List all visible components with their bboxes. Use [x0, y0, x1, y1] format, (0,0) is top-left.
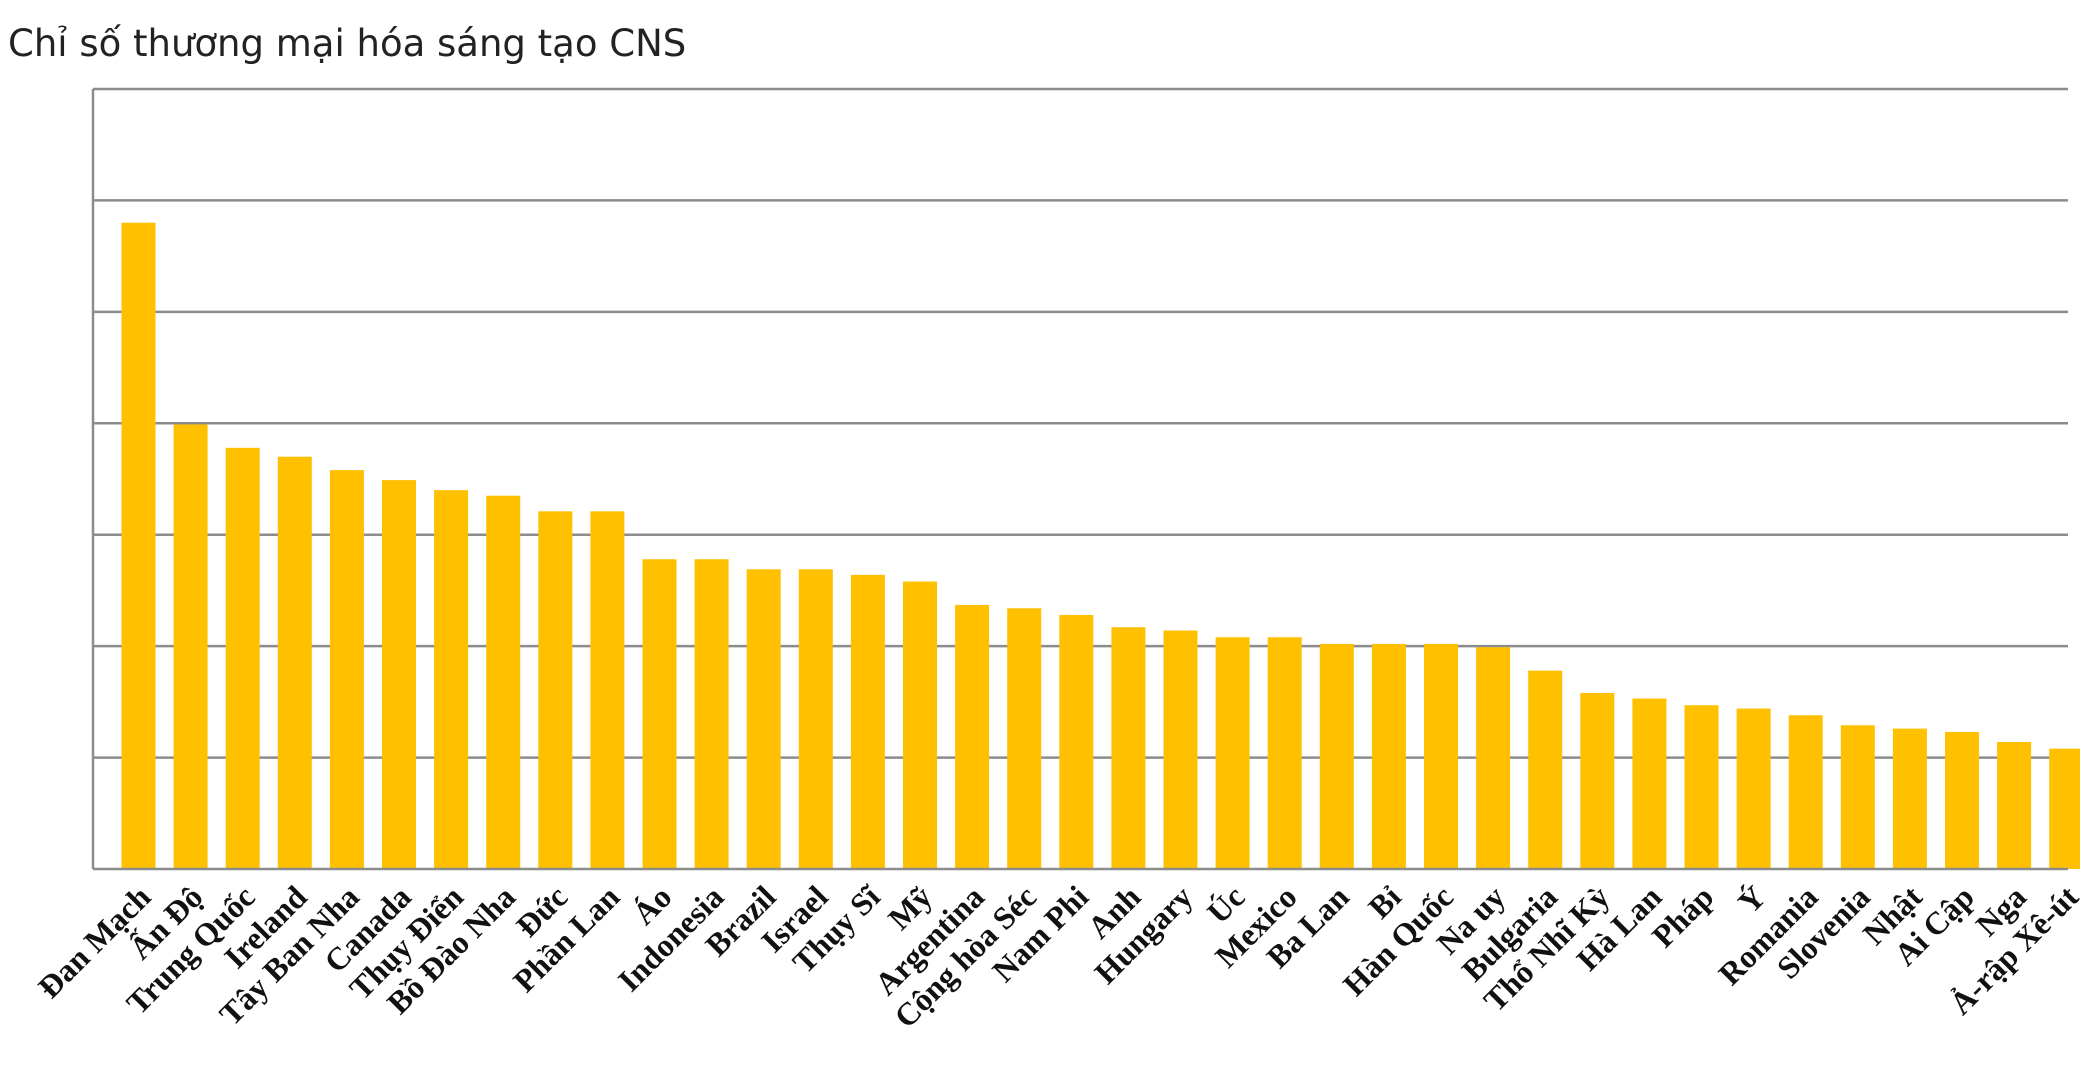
bar-34 — [1892, 728, 1927, 869]
bar-20 — [1163, 630, 1198, 869]
bars — [121, 222, 2080, 869]
bar-33 — [1840, 725, 1875, 869]
bar-31 — [1736, 708, 1771, 869]
bar-15 — [903, 581, 937, 869]
bar-36 — [1997, 741, 2032, 869]
bar-14 — [850, 574, 885, 869]
bar-26 — [1476, 647, 1511, 869]
bar-8 — [538, 511, 573, 869]
axes — [91, 89, 2068, 871]
bar-11 — [694, 559, 729, 869]
bar-3 — [277, 456, 312, 869]
bar-29 — [1632, 698, 1667, 869]
bar-27 — [1528, 670, 1563, 869]
bar-7 — [486, 495, 521, 869]
bar-22 — [1267, 637, 1302, 869]
bar-10 — [642, 559, 677, 869]
bar-0 — [121, 222, 156, 869]
bar-32 — [1788, 715, 1823, 869]
bar-18 — [1059, 614, 1094, 869]
bar-23 — [1319, 643, 1354, 869]
bar-24 — [1371, 643, 1406, 869]
chart-title: Chỉ số thương mại hóa sáng tạo CNS — [8, 22, 687, 65]
bar-17 — [1007, 608, 1042, 869]
bar-21 — [1215, 637, 1250, 869]
bar-28 — [1580, 692, 1615, 869]
bar-4 — [329, 470, 364, 869]
bar-19 — [1111, 627, 1146, 869]
bar-2 — [225, 447, 260, 869]
x-tick-label: Pháp — [1645, 878, 1721, 954]
bar-1 — [173, 424, 208, 869]
bar-37 — [2049, 748, 2080, 869]
bar-16 — [955, 604, 990, 869]
bar-5 — [382, 480, 416, 869]
bar-13 — [798, 569, 833, 869]
bar-12 — [746, 569, 781, 869]
bar-25 — [1424, 643, 1458, 869]
bar-30 — [1684, 705, 1719, 869]
bar-6 — [434, 490, 469, 869]
bar-9 — [590, 511, 625, 869]
bar-35 — [1945, 731, 1979, 869]
